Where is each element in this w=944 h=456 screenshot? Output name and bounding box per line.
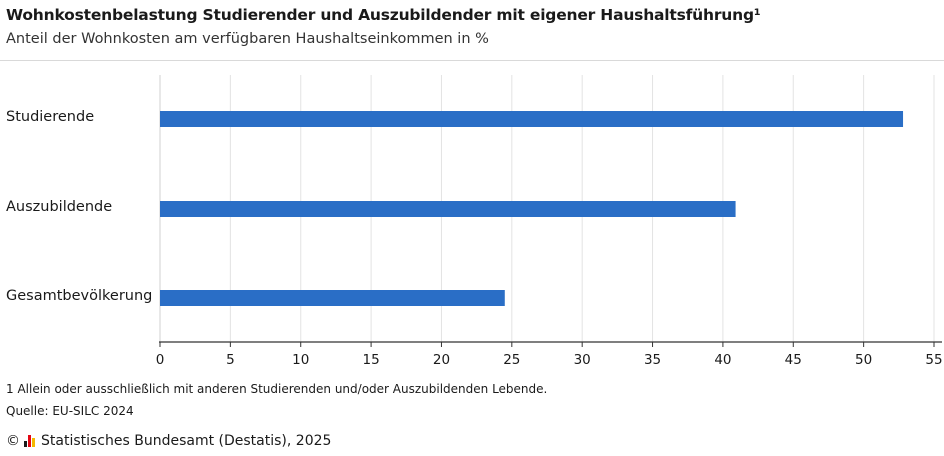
x-tick-label: 50 — [855, 352, 872, 368]
x-tick-label: 5 — [226, 352, 235, 368]
x-tick-label: 15 — [362, 352, 379, 368]
bar-1 — [160, 111, 904, 127]
bar-2 — [160, 201, 736, 217]
category-label: Studierende — [6, 109, 95, 125]
footnote: 1 Allein oder ausschließlich mit anderen… — [6, 382, 548, 396]
bar-3 — [160, 290, 505, 306]
source-note: Quelle: EU-SILC 2024 — [6, 404, 134, 418]
copyright-text: Statistisches Bundesamt (Destatis), 2025 — [41, 433, 332, 449]
x-tick-label: 25 — [503, 352, 520, 368]
copyright-line: © Statistisches Bundesamt (Destatis), 20… — [6, 433, 331, 449]
x-tick-label: 55 — [925, 352, 942, 368]
category-label: Gesamtbevölkerung — [6, 288, 153, 304]
x-tick-label: 0 — [156, 352, 165, 368]
category-label: Auszubildende — [6, 199, 113, 215]
x-tick-label: 10 — [292, 352, 309, 368]
chart-title: Wohnkostenbelastung Studierender und Aus… — [6, 6, 761, 24]
copyright-symbol: © — [6, 433, 20, 449]
chart-subtitle: Anteil der Wohnkosten am verfügbaren Hau… — [6, 31, 489, 47]
x-tick-label: 40 — [714, 352, 731, 368]
title-divider — [0, 60, 944, 61]
x-tick-label: 45 — [785, 352, 802, 368]
destatis-logo-icon — [24, 435, 35, 447]
x-tick-label: 20 — [433, 352, 450, 368]
x-tick-label: 35 — [644, 352, 661, 368]
x-tick-label: 30 — [574, 352, 591, 368]
